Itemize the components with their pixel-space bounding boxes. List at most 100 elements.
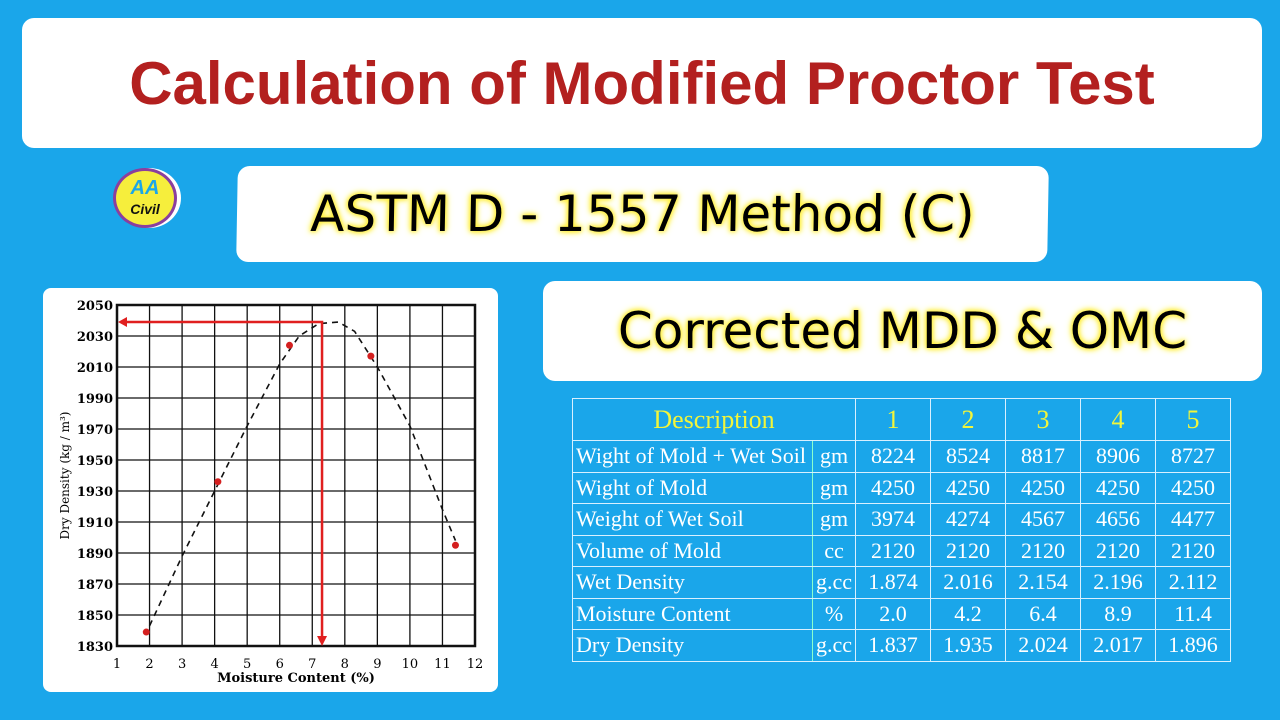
row-unit: gm xyxy=(811,503,857,536)
row-unit: gm xyxy=(811,471,857,504)
x-tick-label: 6 xyxy=(276,657,284,672)
row-value: 4.2 xyxy=(930,597,1007,630)
subtitle2: Corrected MDD & OMC xyxy=(617,302,1188,360)
row-value: 2120 xyxy=(1005,534,1082,567)
y-tick-label: 1990 xyxy=(77,392,113,407)
data-point xyxy=(214,478,222,486)
x-tick-label: 11 xyxy=(434,657,451,672)
row-description: Wight of Mold + Wet Soil xyxy=(572,440,813,473)
omc-arrow-icon xyxy=(317,636,328,646)
row-value: 4250 xyxy=(930,471,1007,504)
row-value: 2120 xyxy=(1080,534,1157,567)
x-axis-label: Moisture Content (%) xyxy=(217,671,375,686)
row-value: 4274 xyxy=(930,503,1007,536)
header-5: 5 xyxy=(1155,398,1232,441)
row-description: Volume of Mold xyxy=(572,534,813,567)
row-value: 2.0 xyxy=(855,597,932,630)
x-tick-label: 10 xyxy=(402,657,419,672)
row-value: 4567 xyxy=(1005,503,1082,536)
row-unit: % xyxy=(811,597,857,630)
x-tick-label: 2 xyxy=(145,657,153,672)
row-value: 2.017 xyxy=(1080,629,1157,662)
row-value: 4250 xyxy=(1005,471,1082,504)
data-point xyxy=(142,628,150,636)
row-value: 3974 xyxy=(855,503,932,536)
x-tick-label: 7 xyxy=(308,657,316,672)
table-row: Moisture Content% 2.0 4.2 6.4 8.9 11.4 xyxy=(572,597,1232,630)
row-value: 4477 xyxy=(1155,503,1232,536)
plot-frame xyxy=(115,303,477,648)
omc-mdd-marker xyxy=(125,320,324,638)
chart-svg: 1 2 3 4 5 6 7 8 9 10 11 121830185018701890191019301… xyxy=(58,299,484,686)
subtitle: ASTM D - 1557 Method (C) xyxy=(309,185,976,243)
row-value: 1.935 xyxy=(930,629,1007,662)
row-value: 2120 xyxy=(1155,534,1232,567)
x-tick-label: 3 xyxy=(178,657,186,672)
logo-line2: Civil xyxy=(130,201,160,217)
y-axis-label: Dry Density (kg / m³) xyxy=(58,412,72,540)
row-value: 2.196 xyxy=(1080,566,1157,599)
logo-line1: AA xyxy=(130,177,160,199)
row-value: 8.9 xyxy=(1080,597,1157,630)
data-table: Description 1 2 3 4 5 Wight of Mold + We… xyxy=(571,398,1232,662)
y-tick-label: 2050 xyxy=(77,299,113,314)
x-tick-label: 8 xyxy=(341,657,349,672)
table-row: Wet Density g.cc 1.874 2.016 2.154 2.196 2.112 xyxy=(572,566,1232,599)
row-unit: cc xyxy=(811,534,857,567)
row-unit: gm xyxy=(811,440,857,473)
row-value: 4250 xyxy=(1155,471,1232,504)
table-row: Dry Density g.cc 1.837 1.935 2.024 2.017 1.896 xyxy=(572,629,1232,662)
y-tick-label: 2030 xyxy=(77,330,113,345)
row-value: 4656 xyxy=(1080,503,1157,536)
row-value: 2.154 xyxy=(1005,566,1082,599)
header-4: 4 xyxy=(1080,398,1157,441)
table-row: Wight of Mold gm 4250 4250 4250 4250 4250 xyxy=(572,471,1232,504)
row-description: Wet Density xyxy=(572,566,813,599)
table-row: Wight of Mold + Wet Soil gm 8224 8524 8817 89… xyxy=(572,440,1232,473)
row-value: 8224 xyxy=(855,440,932,473)
row-value: 2.024 xyxy=(1005,629,1082,662)
row-value: 11.4 xyxy=(1155,597,1232,630)
row-value: 1.837 xyxy=(855,629,932,662)
y-tick-label: 1890 xyxy=(77,547,113,562)
y-tick-label: 1830 xyxy=(77,640,113,655)
table-row: Weight of Wet Soil gm 3974 4274 4567 4656 4477 xyxy=(572,503,1232,536)
row-value: 2.016 xyxy=(930,566,1007,599)
data-point xyxy=(451,541,459,549)
y-tick-label: 1970 xyxy=(77,423,113,438)
row-value: 8817 xyxy=(1005,440,1082,473)
title-banner: Calculation of Modified Proctor Test xyxy=(22,18,1262,148)
y-tick-label: 2010 xyxy=(77,361,113,376)
row-value: 8906 xyxy=(1080,440,1157,473)
x-tick-label: 4 xyxy=(210,657,218,672)
header-3: 3 xyxy=(1005,398,1082,441)
row-value: 1.874 xyxy=(855,566,932,599)
y-tick-label: 1950 xyxy=(77,454,113,469)
row-description: Weight of Wet Soil xyxy=(572,503,813,536)
row-description: Dry Density xyxy=(572,629,813,662)
row-description: Moisture Content xyxy=(572,597,813,630)
row-value: 1.896 xyxy=(1155,629,1232,662)
y-tick-label: 1870 xyxy=(77,578,113,593)
row-description: Wight of Mold xyxy=(572,471,813,504)
subtitle-banner: ASTM D - 1557 Method (C) xyxy=(236,166,1049,262)
row-value: 8727 xyxy=(1155,440,1232,473)
row-value: 4250 xyxy=(1080,471,1157,504)
row-value: 2120 xyxy=(930,534,1007,567)
row-value: 6.4 xyxy=(1005,597,1082,630)
subtitle2-banner: Corrected MDD & OMC xyxy=(543,281,1262,381)
data-point xyxy=(285,341,293,349)
x-tick-label: 12 xyxy=(467,657,484,672)
row-value: 8524 xyxy=(930,440,1007,473)
aa-civil-logo: AA Civil xyxy=(113,168,177,228)
page-title: Calculation of Modified Proctor Test xyxy=(129,49,1155,117)
header-description: Description xyxy=(571,398,857,441)
row-unit: g.cc xyxy=(811,566,857,599)
mdd-arrow-icon xyxy=(118,317,127,328)
data-point xyxy=(367,352,375,360)
y-tick-label: 1850 xyxy=(77,609,113,624)
compaction-chart: 1 2 3 4 5 6 7 8 9 10 11 12 1830 1850 1870 1890 1910 1930 1… xyxy=(43,288,498,692)
table-header: Description 1 2 3 4 5 xyxy=(571,398,1232,441)
x-tick-label: 1 xyxy=(113,657,121,672)
header-2: 2 xyxy=(930,398,1007,441)
